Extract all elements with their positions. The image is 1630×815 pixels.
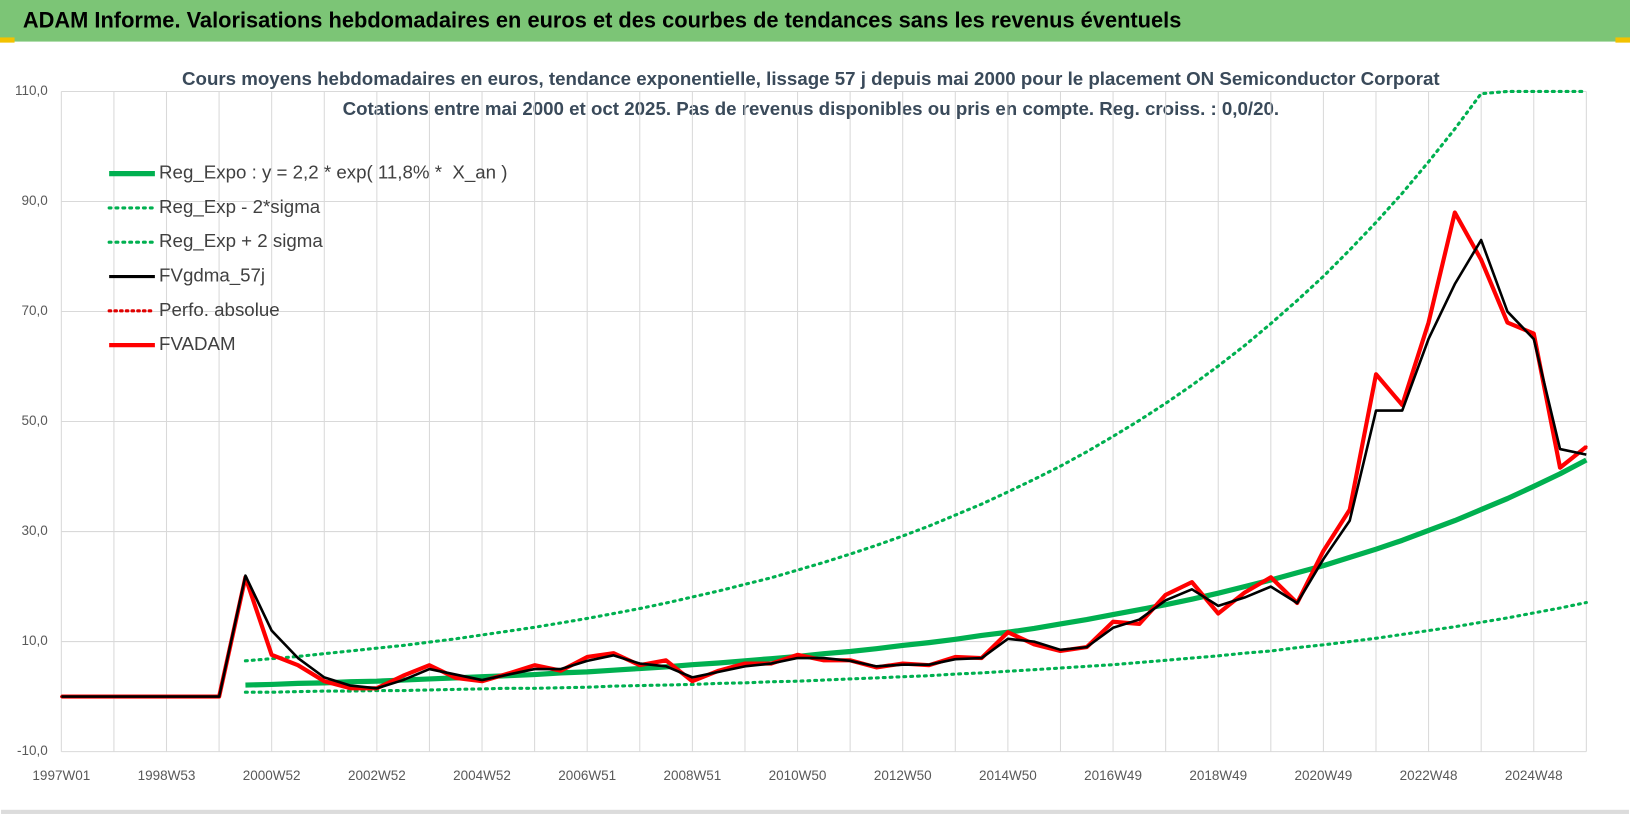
x-tick-label: 2008W51 <box>663 768 721 783</box>
x-tick-label: 2002W52 <box>348 768 406 783</box>
chart-subtitle: Cotations entre mai 2000 et oct 2025. Pa… <box>343 98 1280 119</box>
series-line <box>61 238 1587 698</box>
x-tick-label: 2024W48 <box>1505 768 1563 783</box>
x-tick-label: 2018W49 <box>1189 768 1247 783</box>
header-title: ADAM Informe. Valorisations hebdomadaire… <box>23 8 1182 33</box>
series-line <box>61 210 1588 699</box>
x-tick-label: 2010W50 <box>769 768 827 783</box>
y-tick-label: 70,0 <box>22 303 48 318</box>
x-tick-label: 2022W48 <box>1400 768 1458 783</box>
y-tick-label: 50,0 <box>22 413 48 428</box>
y-tick-label: -10,0 <box>17 743 48 758</box>
header-bar <box>0 0 1630 42</box>
x-tick-label: 1998W53 <box>138 768 196 783</box>
x-tick-label: 2012W50 <box>874 768 932 783</box>
y-tick-label: 30,0 <box>22 523 48 538</box>
legend-label: FVgdma_57j <box>159 264 265 286</box>
x-tick-label: 2016W49 <box>1084 768 1142 783</box>
corner <box>1615 37 1630 43</box>
bottom-border <box>1 809 1629 814</box>
x-tick-label: 2000W52 <box>243 768 301 783</box>
y-tick-label: 10,0 <box>22 633 48 648</box>
x-tick-label: 2020W49 <box>1295 768 1353 783</box>
x-tick-label: 1997W01 <box>32 768 90 783</box>
y-tick-label: 90,0 <box>22 193 48 208</box>
legend-label: FVADAM <box>159 333 236 354</box>
legend-label: Reg_Exp + 2 sigma <box>159 230 323 252</box>
corner <box>0 37 15 43</box>
x-tick-label: 2006W51 <box>558 768 616 783</box>
legend-label: Perfo. absolue <box>159 299 280 320</box>
legend-label: Reg_Exp - 2*sigma <box>159 196 321 218</box>
x-tick-label: 2004W52 <box>453 768 511 783</box>
series-line <box>243 89 1588 663</box>
chart-title: Cours moyens hebdomadaires en euros, ten… <box>182 68 1440 89</box>
series-line <box>243 600 1588 694</box>
legend-label: Reg_Expo : y = 2,2 * exp( 11,8% * X_an ) <box>159 162 507 184</box>
x-tick-label: 2014W50 <box>979 768 1037 783</box>
y-tick-label: 110,0 <box>15 83 48 98</box>
